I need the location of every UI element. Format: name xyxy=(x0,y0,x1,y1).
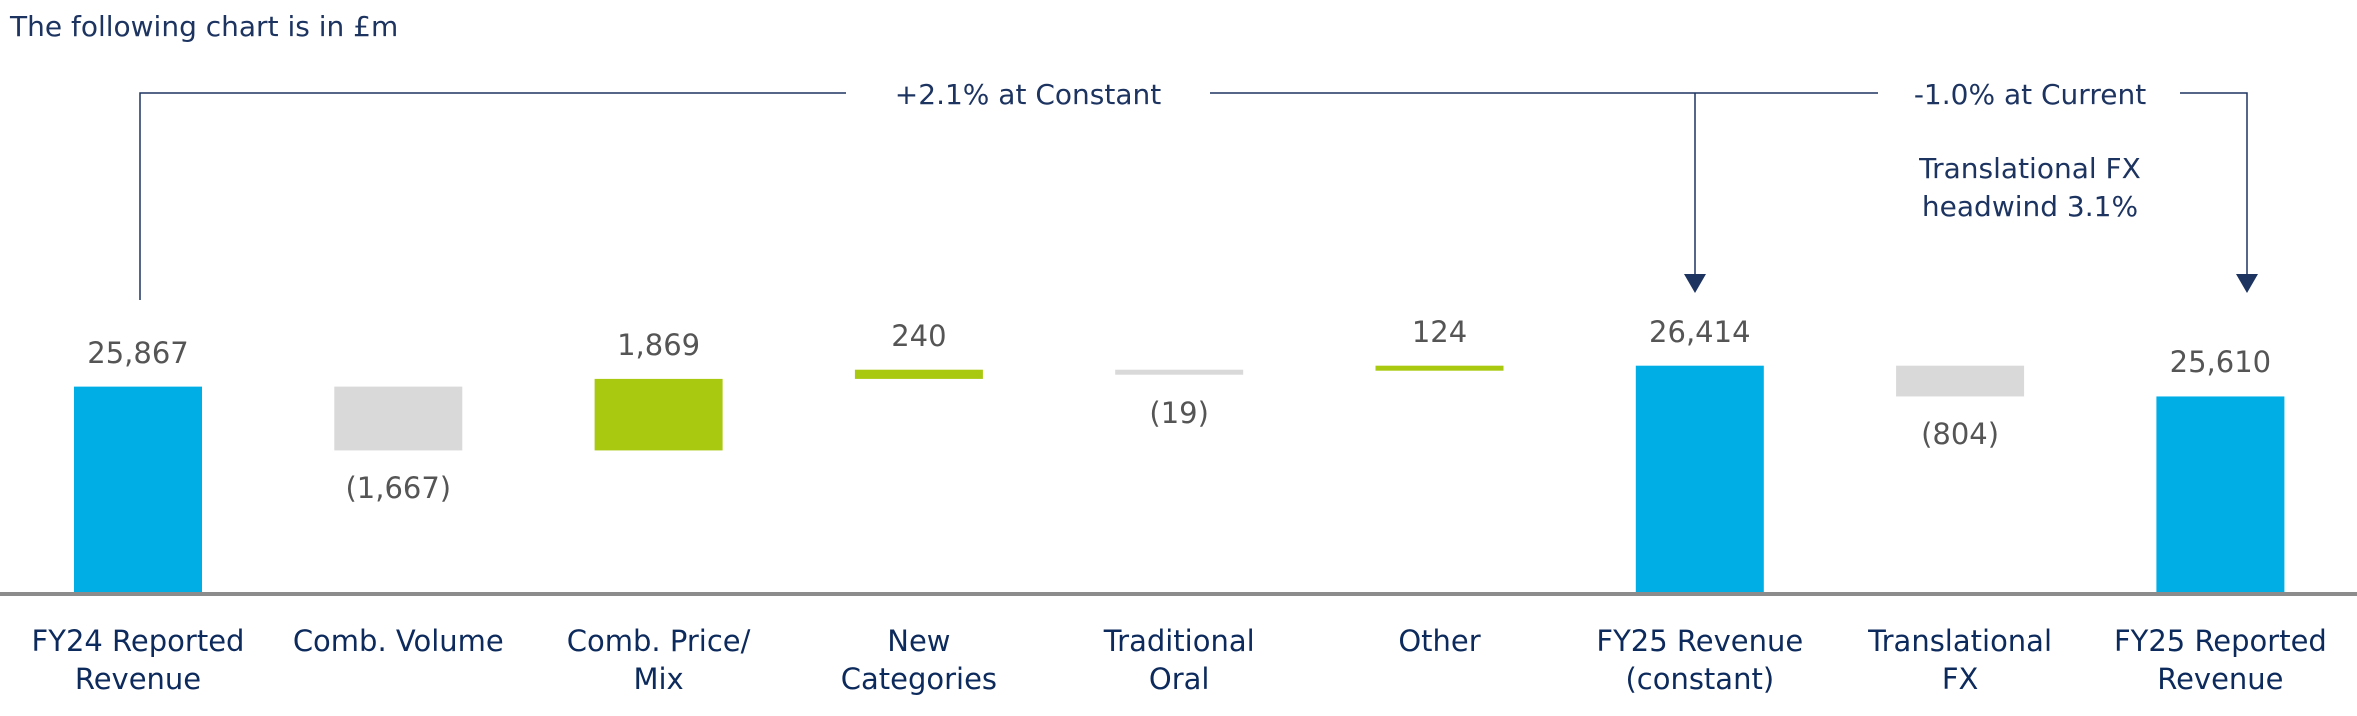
arrow-head xyxy=(2236,274,2258,293)
x-tick-label: New Categories xyxy=(840,624,998,696)
bar xyxy=(74,386,202,592)
value-label: 1,869 xyxy=(617,327,701,362)
value-label: 26,414 xyxy=(1649,314,1751,349)
x-tick-label: Traditional Oral xyxy=(1103,624,1255,696)
bracket-line xyxy=(2180,92,2248,276)
bar xyxy=(1896,365,2025,397)
value-label: 240 xyxy=(891,318,947,353)
annotation: Translational FX headwind 3.1% xyxy=(1919,152,2141,223)
bar xyxy=(2156,396,2285,592)
annotation: -1.0% at Current xyxy=(1903,76,2157,114)
value-label: 25,867 xyxy=(87,335,189,370)
annotation: +2.1% at Constant xyxy=(884,76,1172,114)
x-tick-label: Comb. Price/ Mix xyxy=(566,624,751,696)
value-label: (804) xyxy=(1921,417,2000,452)
x-tick-label: Other xyxy=(1398,624,1481,658)
x-tick-label: FY25 Revenue (constant) xyxy=(1596,624,1804,696)
x-tick-label: FY25 Reported Revenue xyxy=(2113,624,2327,696)
chart-title: The following chart is in £m xyxy=(10,10,399,43)
arrow-head xyxy=(1684,274,1706,293)
x-tick-label: FY24 Reported Revenue xyxy=(31,624,245,696)
bracket-line xyxy=(139,92,846,300)
bar xyxy=(334,386,463,451)
bar xyxy=(854,369,983,379)
bar xyxy=(1635,365,1764,592)
value-label: 25,610 xyxy=(2169,345,2272,380)
brackets xyxy=(139,92,2248,300)
value-label: 124 xyxy=(1411,314,1468,349)
bar xyxy=(1375,365,1504,371)
bar xyxy=(594,378,723,451)
value-label: (1,667) xyxy=(345,471,452,506)
value-label: (19) xyxy=(1149,395,1209,430)
x-tick-label: Translational FX xyxy=(1868,624,2053,696)
x-tick-label: Comb. Volume xyxy=(292,624,504,658)
bar xyxy=(1115,369,1244,375)
